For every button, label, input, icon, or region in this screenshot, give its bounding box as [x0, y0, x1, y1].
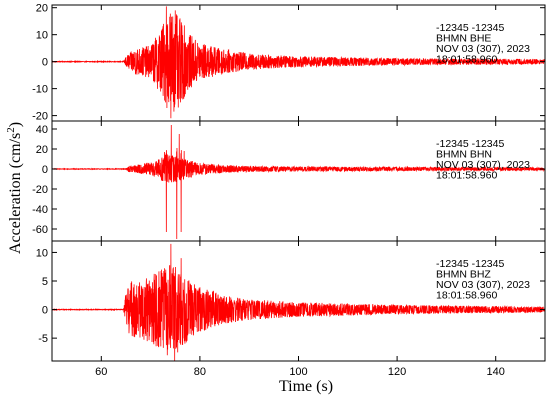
- y-tick-label: 5: [42, 276, 48, 288]
- y-tick-label: -20: [32, 111, 48, 123]
- station-annotation-line: -12345 -12345: [436, 258, 504, 270]
- station-annotation-line: BHMN BHN: [436, 149, 492, 161]
- y-tick-label: -40: [32, 204, 48, 216]
- x-axis: 60 80 100 120 140: [95, 366, 505, 378]
- station-annotation-line: BHMN BHE: [436, 33, 491, 45]
- station-annotation-line: -12345 -12345: [436, 138, 504, 150]
- y-tick-label: -60: [32, 224, 48, 236]
- y-axis-label-suffix: ): [7, 122, 24, 127]
- station-annotation-line: 18:01:58.960: [436, 54, 497, 66]
- y-axis-label-superscript: 2: [5, 127, 17, 133]
- y-tick-label: -5: [38, 333, 48, 345]
- y-tick-label: 40: [36, 124, 48, 136]
- x-tick-label: 120: [388, 366, 406, 378]
- y-tick-label: 10: [36, 247, 48, 259]
- x-tick-label: 140: [487, 366, 505, 378]
- station-annotation-line: 18:01:58.960: [436, 290, 497, 302]
- y-tick-label: 0: [42, 305, 48, 317]
- y-tick-label: -10: [32, 84, 48, 96]
- waveform-bhn: [51, 124, 546, 240]
- y-tick-label: 0: [42, 164, 48, 176]
- waveform-bhz: [51, 243, 546, 362]
- y-tick-label: 0: [42, 57, 48, 69]
- y-axis-label: Acceleration (cm/s2): [5, 122, 24, 254]
- station-annotation-line: -12345 -12345: [436, 22, 504, 34]
- station-annotation-line: BHMN BHZ: [436, 269, 491, 281]
- y-tick-label: 20: [36, 144, 48, 156]
- station-annotation-line: NOV 03 (307), 2023: [436, 159, 530, 171]
- x-tick-label: 100: [289, 366, 307, 378]
- station-annotation-line: NOV 03 (307), 2023: [436, 43, 530, 55]
- x-axis-label: Time (s): [279, 378, 333, 395]
- y-tick-label: 10: [36, 30, 48, 42]
- y-tick-label: -20: [32, 184, 48, 196]
- x-tick-label: 80: [194, 366, 206, 378]
- station-annotation-line: 18:01:58.960: [436, 170, 497, 182]
- x-tick-label: 60: [95, 366, 107, 378]
- y-axis-label-main: Acceleration (cm/s: [7, 133, 24, 254]
- station-annotation-line: NOV 03 (307), 2023: [436, 279, 530, 291]
- y-tick-label: 20: [36, 3, 48, 15]
- waveform-bhe: [51, 6, 546, 119]
